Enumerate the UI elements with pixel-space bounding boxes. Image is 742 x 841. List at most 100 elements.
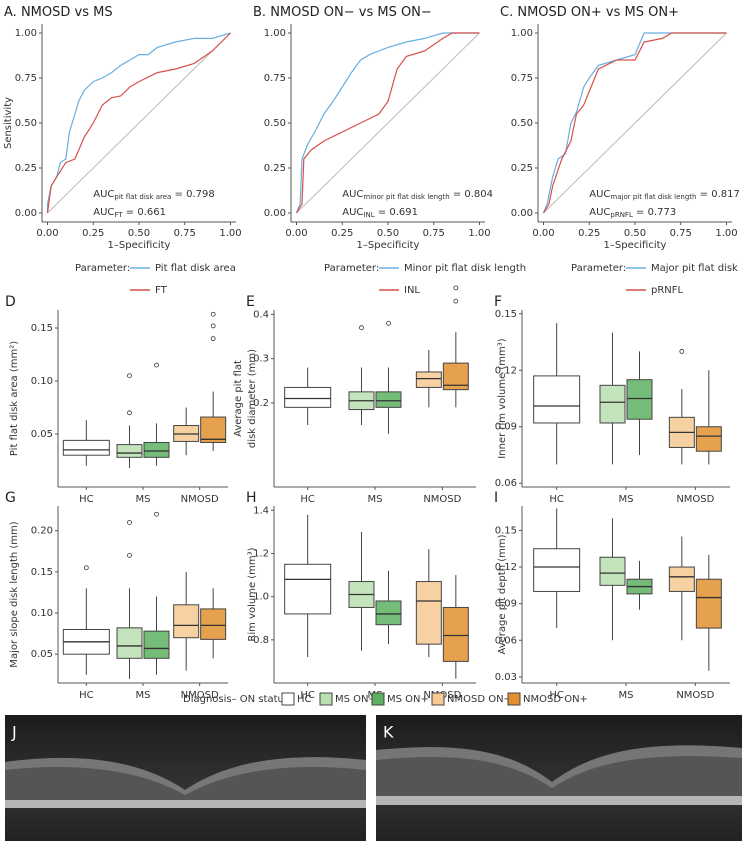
legend-swatch	[507, 692, 521, 706]
y-tick-label: 1.2	[253, 548, 269, 559]
title-text: NMOSD ON+ vs MS ON+	[517, 5, 679, 20]
x-tick-label: HC	[549, 690, 564, 701]
legend-label: pRNFL	[651, 285, 684, 296]
legend-title: Parameter:	[324, 263, 379, 274]
y-tick-label: 0.00	[264, 208, 286, 219]
box	[668, 566, 695, 592]
outlier	[154, 362, 159, 368]
box	[533, 548, 581, 592]
x-tick-label: HC	[300, 690, 315, 701]
y-tick-label: 0.75	[511, 73, 533, 84]
auc-subscript: pit flat disk area	[114, 193, 171, 201]
outlier	[359, 325, 364, 331]
auc-text: AUC	[342, 207, 363, 218]
title-text: NMOSD vs MS	[21, 5, 113, 20]
auc-annotation: AUCINL = 0.691	[342, 207, 418, 219]
y-axis-label: Average pit depth (mm)	[497, 534, 508, 654]
auc-subscript: FT	[114, 211, 123, 219]
auc-value: = 0.691	[375, 207, 418, 218]
x-tick-label: 0.25	[578, 228, 600, 239]
y-tick-label: 0.4	[253, 309, 269, 320]
legend-label: INL	[404, 285, 420, 296]
box	[415, 371, 442, 388]
legend-label: HC	[297, 694, 312, 705]
outlier	[154, 511, 159, 517]
auc-annotation: AUCmajor pit flat disk length = 0.817	[589, 189, 740, 201]
legend-title: Parameter:	[571, 263, 626, 274]
y-tick-label: 0.15	[31, 567, 53, 578]
outlier	[127, 552, 132, 558]
y-tick-label: 0.50	[511, 118, 533, 129]
oct-image-k	[376, 715, 742, 841]
x-tick-label: MS	[368, 494, 383, 505]
roc-curve	[46, 32, 231, 213]
y-tick-label: 1.00	[511, 28, 533, 39]
legend-label: NMOSD ON+	[523, 694, 588, 705]
box	[284, 563, 332, 615]
x-tick-label: 0.75	[423, 228, 445, 239]
box	[695, 426, 722, 452]
auc-text: AUC	[342, 189, 363, 200]
x-tick-label: NMOSD	[676, 494, 714, 505]
box	[375, 391, 402, 408]
outlier	[453, 285, 459, 291]
y-tick-label: 0.00	[511, 208, 533, 219]
roc-curve	[46, 32, 231, 214]
auc-subscript: pRNFL	[610, 211, 633, 219]
outlier	[210, 311, 216, 317]
y-tick-label: 0.05	[31, 429, 53, 440]
x-tick-label: HC	[79, 494, 94, 505]
y-tick-label: 0.09	[495, 422, 517, 433]
legend-label: Pit flat disk area	[155, 263, 236, 274]
y-tick-label: 0.12	[495, 365, 517, 376]
y-tick-label: 0.00	[15, 208, 37, 219]
x-tick-label: 0.75	[670, 228, 692, 239]
legend-swatch	[319, 692, 333, 706]
x-tick-label: 1.00	[715, 228, 737, 239]
x-tick-label: MS	[136, 690, 151, 701]
auc-subscript: major pit flat disk length	[610, 193, 696, 201]
outlier	[210, 336, 216, 342]
y-tick-label: 0.25	[511, 163, 533, 174]
outlier	[453, 298, 459, 304]
box	[116, 444, 143, 458]
panel-letter: C.	[500, 5, 513, 20]
y-tick-label: 0.15	[31, 323, 53, 334]
auc-value: = 0.798	[171, 189, 214, 200]
auc-subscript: INL	[363, 211, 374, 219]
legend-label: FT	[155, 285, 168, 296]
legend-label: Minor pit flat disk length	[404, 263, 526, 274]
auc-value: = 0.773	[633, 207, 676, 218]
x-tick-label: 0.75	[174, 228, 196, 239]
legend-swatch	[431, 692, 445, 706]
y-tick-label: 0.10	[31, 376, 53, 387]
y-tick-label: 0.03	[495, 672, 517, 683]
x-tick-label: NMOSD	[676, 690, 714, 701]
panel-letter: G	[5, 490, 16, 506]
y-tick-label: 0.3	[253, 354, 269, 365]
reference-diagonal	[47, 32, 231, 214]
box	[143, 441, 170, 458]
x-axis-label: 1–Specificity	[604, 240, 667, 251]
legend-title: Diagnosis– ON status:	[183, 694, 292, 705]
legend-swatch	[281, 692, 295, 706]
x-tick-label: HC	[300, 494, 315, 505]
box	[284, 386, 332, 408]
outlier	[210, 323, 216, 329]
x-tick-label: MS	[619, 494, 634, 505]
y-tick-label: 0.2	[253, 398, 269, 409]
x-tick-label: 0.00	[285, 228, 307, 239]
x-tick-label: 1.00	[219, 228, 241, 239]
x-tick-label: MS	[619, 690, 634, 701]
y-tick-label: 0.25	[264, 163, 286, 174]
y-tick-label: 0.25	[15, 163, 37, 174]
legend-label: MS ON+	[387, 694, 429, 705]
y-tick-label: 0.75	[264, 73, 286, 84]
box	[375, 600, 402, 626]
y-axis-label: Major slope disk length (mm)	[9, 521, 20, 667]
title-text: NMOSD ON− vs MS ON−	[270, 5, 432, 20]
outlier	[679, 349, 685, 354]
roc-curve	[295, 32, 480, 214]
x-tick-label: HC	[79, 690, 94, 701]
y-tick-label: 0.15	[495, 525, 517, 536]
